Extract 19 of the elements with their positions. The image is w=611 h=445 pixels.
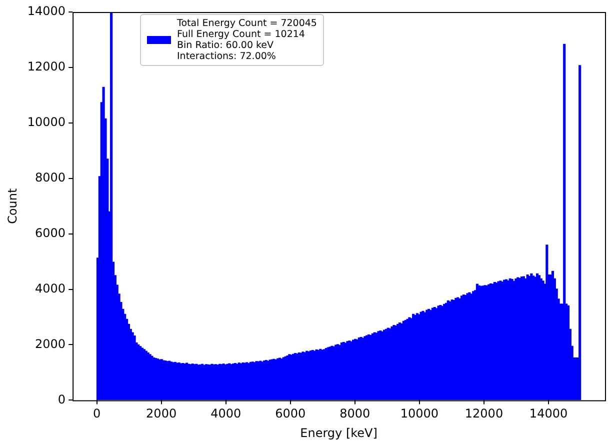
x-tick-label: 8000 (340, 406, 370, 421)
y-tick-label: 14000 (27, 4, 66, 18)
y-tick-label: 2000 (35, 336, 66, 351)
y-tick-label: 10000 (27, 115, 66, 130)
legend-label: Total Energy Count = 720045 Full Energy Count = 10214 Bin Ratio: 60.00 keV Interactions: 72.00% (177, 18, 317, 62)
x-tick-label: 2000 (146, 406, 177, 421)
y-tick-label: 0 (58, 392, 66, 406)
y-tick-label: 4000 (35, 281, 66, 296)
x-tick-label: 4000 (210, 406, 242, 421)
x-axis-title: Energy [keV] (300, 426, 378, 440)
x-tick-label: 10000 (400, 406, 439, 421)
y-tick-label: 8000 (35, 170, 66, 184)
y-tick-label: 6000 (35, 226, 66, 240)
x-tick-label: 12000 (464, 406, 504, 421)
y-axis-title: Count (5, 188, 20, 224)
x-tick-label: 14000 (529, 406, 568, 421)
x-tick-label: 6000 (275, 406, 306, 421)
y-tick-label: 12000 (27, 60, 66, 74)
x-tick-label: 0 (92, 406, 101, 421)
